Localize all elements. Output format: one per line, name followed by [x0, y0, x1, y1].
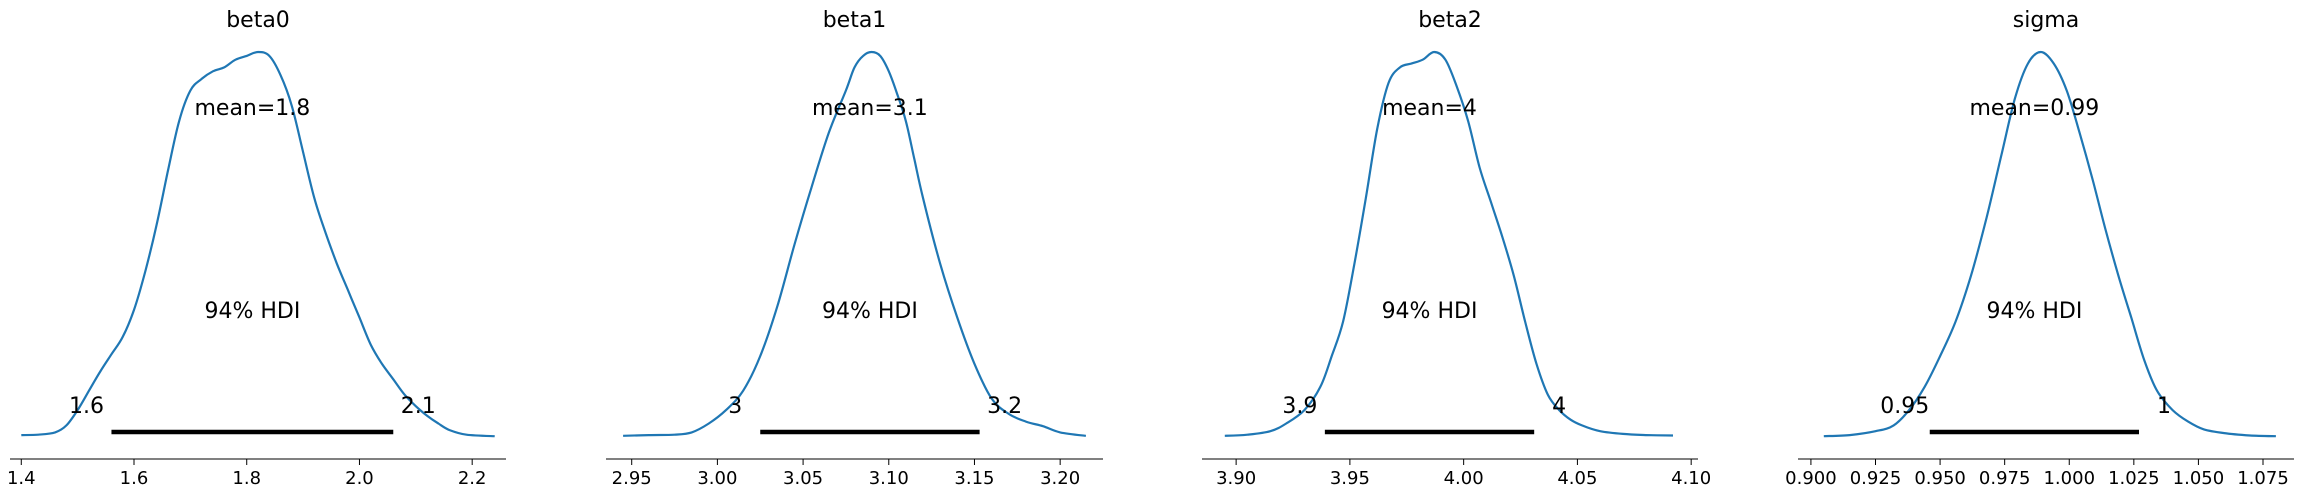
hdi-low-label: 0.95: [1880, 394, 1929, 419]
x-tick-label: 4.05: [1557, 468, 1597, 489]
kde-curve-beta0: [21, 50, 495, 438]
x-tick-label: 3.15: [954, 468, 994, 489]
panel-title: sigma: [2013, 8, 2079, 33]
x-tick-label: 0.900: [1785, 468, 1837, 489]
hdi-high-label: 1: [2157, 394, 2171, 419]
hdi-low-label: 3.9: [1282, 394, 1317, 419]
hdi-high-label: 4: [1552, 394, 1566, 419]
hdi-low-label: 3: [728, 394, 742, 419]
x-tick-label: 2.0: [345, 468, 374, 489]
mean-label: mean=0.99: [1969, 96, 2099, 121]
x-tick-label: 4.00: [1444, 468, 1484, 489]
hdi-label: 94% HDI: [1986, 299, 2082, 324]
x-tick-label: 3.00: [697, 468, 737, 489]
kde-curve-beta1: [623, 50, 1087, 437]
x-tick-label: 0.925: [1850, 468, 1902, 489]
x-tick-label: 3.95: [1330, 468, 1370, 489]
hdi-high-label: 3.2: [987, 394, 1022, 419]
hdi-label: 94% HDI: [1382, 299, 1478, 324]
mean-label: mean=1.8: [194, 96, 310, 121]
panel-title: beta2: [1418, 8, 1482, 33]
hdi-label: 94% HDI: [204, 299, 300, 324]
kde-curve-beta2: [1224, 50, 1674, 437]
x-tick-label: 4.10: [1671, 468, 1711, 489]
hdi-label: 94% HDI: [822, 299, 918, 324]
posterior-panel-sigma: sigma mean=0.99 94% HDI 0.95 1 0.900 0.925 0.95…: [1785, 8, 2294, 489]
hdi-high-label: 2.1: [401, 394, 436, 419]
posterior-panel-beta0: beta0 mean=1.8 94% HDI 1.6 2.1 1.4 1.6 1.8 2.0 2.…: [7, 8, 506, 489]
kde-curve-sigma: [1823, 50, 2276, 438]
mean-label: mean=4: [1382, 96, 1477, 121]
x-tick-label: 1.000: [2043, 468, 2095, 489]
panel-title: beta1: [823, 8, 887, 33]
posterior-panel-beta2: beta2 mean=4 94% HDI 3.9 4 3.90 3.95 4.00 4.05 4.…: [1202, 8, 1711, 489]
x-tick-label: 3.05: [783, 468, 823, 489]
x-tick-label: 1.075: [2237, 468, 2289, 489]
x-tick-label: 0.975: [1979, 468, 2031, 489]
x-tick-label: 3.90: [1216, 468, 1256, 489]
x-tick-label: 0.950: [1914, 468, 1966, 489]
panel-title: beta0: [226, 8, 290, 33]
x-tick-label: 2.2: [458, 468, 487, 489]
x-tick-label: 1.025: [2108, 468, 2160, 489]
posterior-panel-beta1: beta1 mean=3.1 94% HDI 3 3.2 2.95 3.00 3.05 3.10…: [606, 8, 1103, 489]
x-tick-label: 1.8: [232, 468, 261, 489]
x-tick-label: 3.10: [869, 468, 909, 489]
x-tick-label: 3.20: [1040, 468, 1080, 489]
x-tick-label: 1.050: [2173, 468, 2225, 489]
mean-label: mean=3.1: [812, 96, 928, 121]
x-tick-label: 1.6: [120, 468, 149, 489]
hdi-low-label: 1.6: [69, 394, 104, 419]
x-tick-label: 2.95: [612, 468, 652, 489]
x-tick-label: 1.4: [7, 468, 36, 489]
